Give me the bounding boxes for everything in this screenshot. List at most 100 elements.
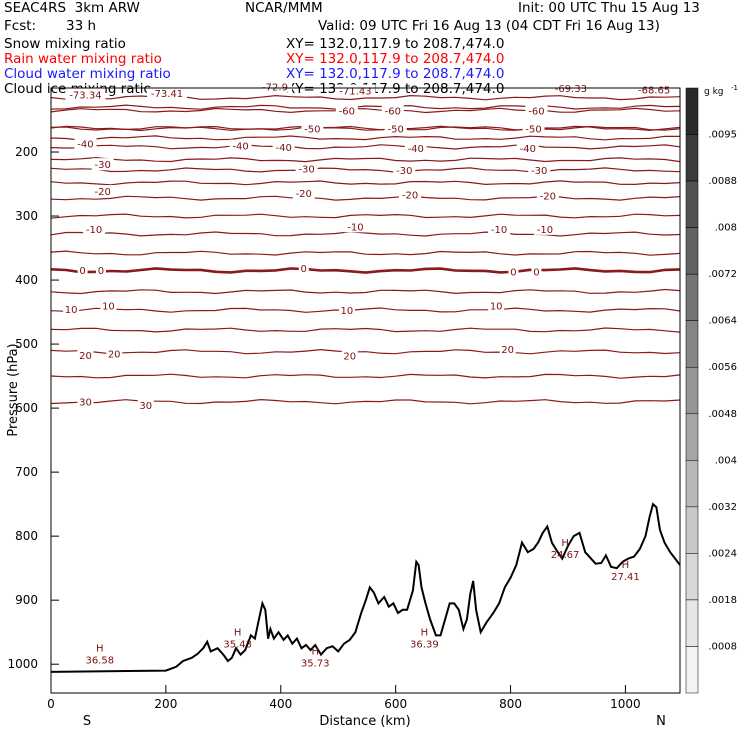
legend-rain-name: Rain water mixing ratio	[4, 51, 162, 67]
contour-label-bg	[229, 139, 252, 152]
contour-label: -60	[385, 106, 401, 117]
contour-label: -40	[77, 140, 93, 151]
contour-label: -30	[95, 160, 111, 171]
contour-label-bg	[106, 347, 123, 360]
isotherm-line	[50, 107, 681, 114]
legend-snow-name: Snow mixing ratio	[4, 36, 126, 52]
contour-label: -10	[347, 222, 363, 233]
colorbar-label: .0088	[708, 176, 737, 187]
contour-label: -20	[402, 190, 418, 201]
contour-label-bg	[83, 222, 106, 235]
contour-label-bg	[295, 162, 318, 175]
colorbar-label: .0032	[708, 502, 737, 513]
contour-label: 0	[301, 264, 307, 275]
contour-label-bg	[522, 122, 545, 135]
isotherm-line	[50, 373, 681, 379]
legend-cloud-water-xy: XY= 132.0,117.9 to 208.7,474.0	[286, 66, 505, 82]
maximum-value: 27.41	[611, 572, 640, 583]
contour-label: -50	[304, 124, 320, 135]
y-tick-label: 600	[15, 401, 38, 415]
contour-label-bg	[74, 137, 97, 150]
legend-rain-xy: XY= 132.0,117.9 to 208.7,474.0	[286, 51, 505, 67]
y-tick-label: 900	[15, 593, 38, 607]
x-tick-label: 1000	[610, 697, 641, 711]
contour-label: -73.41	[151, 89, 183, 100]
contour-label-bg	[525, 104, 548, 117]
forecast-hours: 33 h	[66, 18, 97, 34]
org-label: NCAR/MMM	[245, 0, 323, 16]
contour-label-bg	[499, 343, 516, 356]
contour-label-bg	[100, 299, 117, 312]
colorbar-swatch	[685, 134, 699, 182]
colorbar-swatch	[685, 273, 699, 321]
x-tick-label: 400	[269, 697, 292, 711]
isotherm-line	[50, 267, 681, 274]
contour-label: 0	[510, 268, 516, 279]
maximum-marker: H	[561, 538, 569, 549]
south-endpoint-label: S	[83, 714, 91, 729]
colorbar-label: .0024	[708, 548, 737, 559]
isotherm-line	[50, 288, 681, 295]
contour-label-bg	[63, 302, 80, 315]
north-endpoint-label: N	[656, 714, 666, 729]
contour-label-bg	[338, 304, 355, 317]
contour-label: -50	[525, 124, 541, 135]
isotherm-line	[50, 348, 681, 355]
maximum-value: 35.73	[301, 659, 330, 670]
y-tick-label: 700	[15, 465, 38, 479]
contour-label-bg	[137, 398, 154, 411]
isotherm-line	[50, 250, 681, 256]
contour-label-bg	[335, 104, 358, 117]
contour-label-bg	[516, 142, 539, 155]
x-tick-label: 0	[47, 697, 55, 711]
isotherm-line	[50, 327, 681, 333]
contour-label: -30	[396, 166, 412, 177]
y-tick-label: 800	[15, 529, 38, 543]
contour-label-bg	[488, 299, 505, 312]
contour-label: -30	[531, 166, 547, 177]
terrain-outline	[50, 502, 681, 673]
contour-label: 0	[98, 266, 104, 277]
colorbar-swatch	[685, 180, 699, 228]
contour-label: -40	[275, 143, 291, 154]
contour-label: -40	[520, 144, 536, 155]
contour-label: -71.43	[339, 87, 371, 98]
contour-label-bg	[634, 83, 675, 96]
contour-label-bg	[272, 140, 295, 153]
contour-label-bg	[258, 80, 293, 93]
colorbar-swatch	[685, 366, 699, 415]
isotherm-line	[50, 104, 681, 110]
contour-label: -20	[296, 189, 312, 200]
isotherm-line	[50, 167, 681, 173]
colorbar-label: .0064	[708, 316, 737, 327]
maximum-value: 36.58	[86, 655, 115, 666]
colorbar-swatch	[685, 599, 699, 647]
contour-label: -40	[232, 142, 248, 153]
contour-label: -73.34	[69, 90, 101, 101]
x-tick-label: 800	[499, 697, 522, 711]
contour-label-bg	[91, 158, 114, 171]
contour-label: 10	[490, 302, 503, 313]
isotherm-line	[50, 180, 681, 186]
isotherm-line	[50, 398, 681, 405]
y-axis-title: Pressure (hPa)	[6, 343, 21, 436]
colorbar-swatch	[685, 646, 699, 694]
isotherm-line	[50, 125, 681, 132]
isotherm-line	[50, 231, 681, 237]
contour-label-bg	[393, 163, 416, 176]
contour-label: 10	[65, 305, 78, 316]
colorbar-label: .004	[715, 455, 737, 466]
contour-label: -20	[540, 192, 556, 203]
colorbar-label: .008	[715, 223, 737, 234]
y-tick-label: 1000	[7, 657, 38, 671]
maximum-marker: H	[311, 647, 319, 658]
contour-label-bg	[301, 122, 324, 135]
contour-label: -60	[528, 106, 544, 117]
isotherm-line	[50, 144, 681, 150]
colorbar-swatch	[685, 506, 699, 554]
contour-label: 20	[343, 352, 356, 363]
contour-label: -10	[537, 225, 553, 236]
contour-label: -10	[491, 225, 507, 236]
maximum-value: 35.43	[223, 639, 252, 650]
